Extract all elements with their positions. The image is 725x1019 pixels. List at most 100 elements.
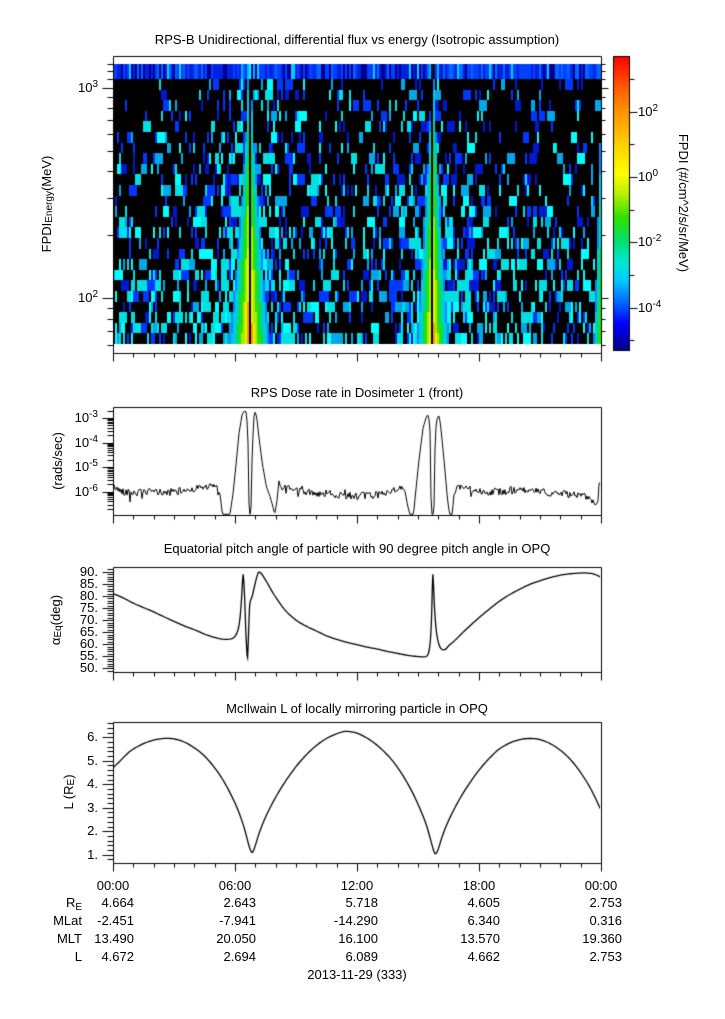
ephemeris-value-text: 2.753 <box>589 895 622 910</box>
panel4-y-tick-label-text: 6. <box>87 729 98 745</box>
ephemeris-value-text: 5.718 <box>345 895 378 910</box>
panel2-y-tick-label-text: 10 <box>74 483 90 499</box>
ephemeris-value-text: 0.316 <box>589 913 622 928</box>
ephemeris-row-label-text: MLat <box>53 913 82 928</box>
ephemeris-value: 13.490 <box>0 931 134 947</box>
ephemeris-value-text: -14.290 <box>333 913 378 928</box>
panel3-y-tick-label: 60. <box>0 636 98 652</box>
time-tick-label-text: 12:00 <box>340 878 374 893</box>
ephemeris-value: -14.290 <box>218 913 378 929</box>
colorbar-tick-label-sup: 0 <box>652 167 659 179</box>
panel3-y-tick-label-text: 75. <box>79 600 98 616</box>
panel3-y-tick-label: 65. <box>0 624 98 640</box>
panel3-y-tick-label: 85. <box>0 576 98 592</box>
ephemeris-row-label-text: R <box>65 895 76 910</box>
panel3-y-tick-label-text: 70. <box>79 612 98 628</box>
colorbar-tick-label: 100 <box>638 167 659 187</box>
ephemeris-value: 4.662 <box>340 949 500 965</box>
panel3-title: Equatorial pitch angle of particle with … <box>163 541 551 556</box>
panel3-y-tick-label-text: 50. <box>79 660 98 676</box>
ephemeris-row-label: MLat <box>0 913 82 929</box>
ephemeris-value-text: 4.664 <box>101 895 134 910</box>
ephemeris-row-label-sub: E <box>75 902 82 913</box>
time-tick-label-text: 18:00 <box>462 878 496 893</box>
ephemeris-value-text: 6.340 <box>467 913 500 928</box>
colorbar-tick-label-text: 10 <box>638 103 653 119</box>
panel3-y-tick-label: 50. <box>0 660 98 676</box>
ephemeris-value-text: 20.050 <box>216 931 256 946</box>
ephemeris-value: 16.100 <box>218 931 378 947</box>
panel1-ylabel-post: (MeV) <box>38 155 54 192</box>
panel2-y-tick-label: 10-4 <box>0 433 98 453</box>
ephemeris-value-text: 13.570 <box>460 931 500 946</box>
panel3-y-tick-label-text: 80. <box>79 587 98 603</box>
panel3-y-tick-label: 80. <box>0 588 98 604</box>
panel4-title: McIlwain L of locally mirroring particle… <box>226 701 488 716</box>
colorbar-tick-label-text: 10 <box>638 234 653 250</box>
panel1-y-tick-label: 103 <box>0 78 98 98</box>
panel3-y-tick-label: 70. <box>0 612 98 628</box>
time-tick-label: 00:00 <box>585 878 618 894</box>
colorbar-tick-label-sup: -2 <box>652 233 662 245</box>
panel2-y-tick-label: 10-6 <box>0 483 98 502</box>
panel4-y-tick-label: 1. <box>0 847 98 863</box>
ephemeris-value: 6.089 <box>218 949 378 965</box>
panel3-y-tick-label: 55. <box>0 648 98 664</box>
panel2-y-tick-label-sup: -4 <box>89 433 98 445</box>
ephemeris-value: 2.753 <box>462 949 622 965</box>
ephemeris-value-text: 2.753 <box>589 949 622 964</box>
colorbar-tick-label-sup: 2 <box>652 102 659 114</box>
panel2-y-tick-label-text: 10 <box>74 459 90 475</box>
ephemeris-value-text: 4.605 <box>467 895 500 910</box>
colorbar-tick-label-text: 10 <box>638 168 653 184</box>
ephemeris-value: 13.570 <box>340 931 500 947</box>
panel1-title: RPS-B Unidirectional, differential flux … <box>154 32 560 47</box>
panel1-ylabel-sub: Energy <box>43 191 55 223</box>
ephemeris-value-text: 19.360 <box>582 931 622 946</box>
ephemeris-value: 20.050 <box>96 931 256 947</box>
ephemeris-value-text: 4.672 <box>101 949 134 964</box>
ephemeris-value-text: 4.662 <box>467 949 500 964</box>
panel3-y-tick-label: 75. <box>0 600 98 616</box>
panel1-y-tick-label: 102 <box>0 289 98 308</box>
colorbar-label: FPDI (#/cm^2/s/sr/MeV) <box>676 133 692 273</box>
panel1-y-tick-label-sup: 3 <box>92 78 98 90</box>
ephemeris-row-label: MLT <box>0 931 82 947</box>
ephemeris-value-text: -2.451 <box>97 913 134 928</box>
time-tick-label-text: 06:00 <box>218 878 252 893</box>
panel1-y-axis-label: FPDI Energy (MeV) <box>38 84 55 324</box>
panel2-y-tick-label-sup: -5 <box>89 458 98 470</box>
time-tick-label-text: 00:00 <box>584 878 618 893</box>
time-tick-label-text: 00:00 <box>96 878 130 893</box>
panel4-y-tick-label: 5. <box>0 753 98 769</box>
time-tick-label: 06:00 <box>219 878 252 894</box>
ephemeris-value-text: 13.490 <box>94 931 134 946</box>
panel4-y-tick-label-text: 4. <box>87 776 98 792</box>
panel3-y-tick-label-text: 55. <box>79 648 98 664</box>
panel3-y-tick-label-text: 85. <box>79 575 98 591</box>
ephemeris-value: 2.694 <box>96 949 256 965</box>
ephemeris-value: 5.718 <box>218 895 378 911</box>
colorbar-tick-label: 10-4 <box>638 299 661 318</box>
panel2-title: RPS Dose rate in Dosimeter 1 (front) <box>250 385 464 400</box>
ephemeris-row-label: RE <box>0 895 82 913</box>
time-tick-label: 12:00 <box>341 878 374 894</box>
panel2-y-tick-label-sup: -3 <box>89 409 98 421</box>
ephemeris-value-text: 2.694 <box>223 949 256 964</box>
panel4-y-tick-label: 3. <box>0 800 98 816</box>
ephemeris-value-text: -7.941 <box>219 913 256 928</box>
colorbar-tick-label-text: 10 <box>638 299 653 315</box>
panel1-y-tick-label-sup: 2 <box>92 289 98 301</box>
ephemeris-row-label-text: MLT <box>56 931 82 946</box>
panel4-y-tick-label-text: 5. <box>87 752 98 768</box>
ephemeris-value: 4.605 <box>340 895 500 911</box>
ephemeris-row-label-text: L <box>74 949 82 964</box>
ephemeris-value: 0.316 <box>462 913 622 929</box>
ephemeris-value: 4.664 <box>0 895 134 911</box>
panel2-y-tick-label: 10-3 <box>0 409 98 428</box>
time-tick-label: 18:00 <box>463 878 496 894</box>
colorbar-tick-label: 102 <box>638 102 659 122</box>
ephemeris-row-label: L <box>0 949 82 965</box>
date-label: 2013-11-29 (333) <box>307 967 407 982</box>
